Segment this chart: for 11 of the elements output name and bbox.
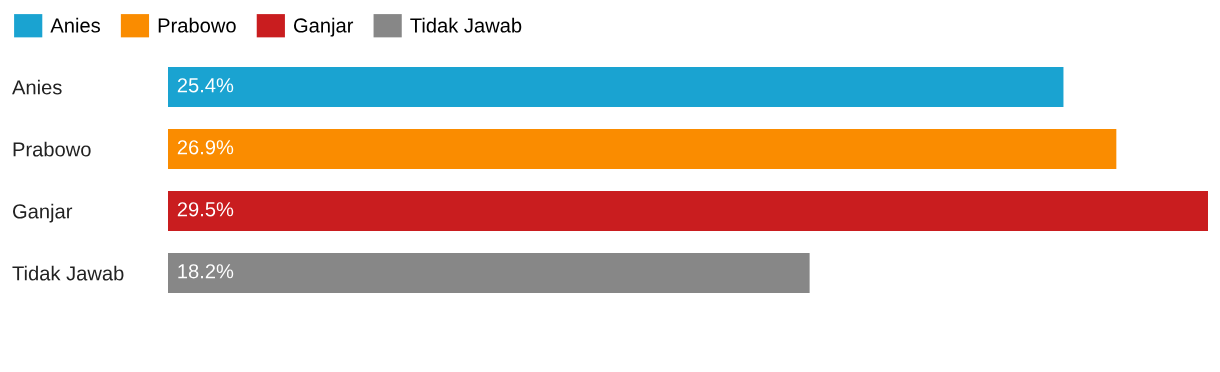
- legend-label: Ganjar: [293, 17, 354, 37]
- y-tick-label: Prabowo: [13, 141, 91, 157]
- legend-label: Prabowo: [158, 17, 236, 33]
- data-label: 26.9%: [177, 140, 234, 155]
- legend-label: Tidak Jawab: [410, 17, 522, 33]
- data-label: 25.4%: [177, 78, 234, 93]
- y-tick-label: Tidak Jawab: [12, 265, 124, 281]
- data-label: 29.5%: [177, 202, 234, 217]
- data-label: 18.2%: [178, 264, 234, 279]
- y-tick-label: Ganjar: [13, 203, 73, 223]
- y-tick-label: Anies: [12, 79, 62, 95]
